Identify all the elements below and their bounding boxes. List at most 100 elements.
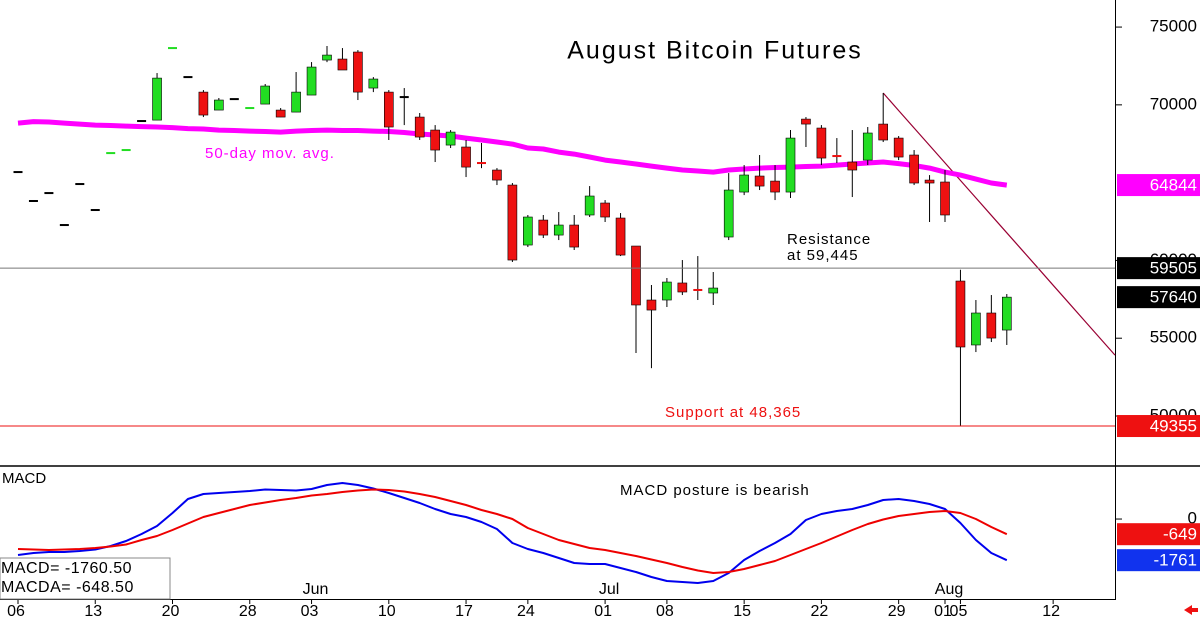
y-tick-label: 70000	[1150, 94, 1197, 113]
candle-body	[878, 123, 889, 141]
x-tick-label: 29	[888, 603, 906, 620]
price-label: 49355	[1150, 417, 1197, 436]
price-label-box	[1117, 549, 1200, 572]
candle-body	[677, 282, 688, 293]
price-label: -649	[1163, 525, 1197, 544]
series-label: 50-day mov. avg.	[205, 145, 335, 162]
series-line	[17, 119, 1008, 188]
readout-box	[0, 557, 171, 600]
candle-body	[971, 312, 981, 346]
month-label: Jun	[303, 581, 329, 598]
candle-body	[569, 224, 580, 248]
candle-body	[13, 171, 23, 174]
candle-body	[368, 78, 379, 89]
x-tick-label: 08	[656, 603, 674, 620]
candle-body	[832, 155, 842, 158]
candle-body	[646, 299, 657, 311]
candle-body	[924, 179, 935, 184]
candle-body	[106, 152, 116, 155]
panel-title: MACD	[2, 470, 46, 487]
price-label: -1761	[1154, 551, 1197, 570]
candle-body	[275, 109, 286, 118]
x-tick-label: 24	[517, 603, 535, 620]
candle-body	[322, 54, 332, 61]
x-tick-label: 06	[7, 603, 25, 620]
candle-body	[553, 224, 564, 236]
candle-body	[121, 149, 131, 152]
price-label: 64844	[1150, 176, 1197, 195]
candle-body	[723, 189, 734, 238]
candle-body	[662, 281, 672, 301]
x-tick-label: 12	[1042, 603, 1060, 620]
candle-body	[445, 131, 456, 146]
series-line	[17, 482, 1008, 584]
candle-body	[538, 219, 549, 236]
candle-body	[430, 129, 440, 151]
candle-body	[693, 288, 703, 291]
back-arrow-icon[interactable]	[1184, 605, 1198, 615]
candle-body	[414, 116, 425, 138]
y-tick-label: 55000	[1150, 328, 1197, 347]
candle-body	[770, 180, 780, 193]
candle-body	[306, 66, 317, 96]
candle-body	[260, 85, 271, 105]
candle-body	[955, 280, 966, 348]
candle-body	[291, 91, 301, 113]
candle-body	[739, 174, 749, 193]
candle-body	[708, 287, 719, 294]
candle-body	[183, 76, 193, 79]
candle-body	[461, 146, 471, 168]
candle-body	[754, 175, 765, 187]
x-tick-label: 10	[378, 603, 396, 620]
x-tick-label: 28	[239, 603, 257, 620]
candle-body	[90, 209, 100, 212]
series-line	[17, 488, 1008, 574]
price-label-box	[1117, 523, 1200, 546]
price-label: 59505	[1150, 259, 1197, 278]
candle-body	[507, 184, 518, 261]
chart-title: August Bitcoin Futures	[567, 37, 863, 65]
annotation: at 59,445	[787, 247, 859, 264]
x-tick-label: 17	[455, 603, 473, 620]
candle-body	[940, 181, 950, 216]
candle-body	[584, 195, 595, 216]
trendline	[882, 92, 1116, 356]
candle-body	[1001, 296, 1012, 331]
price-label: 57640	[1150, 288, 1197, 307]
x-tick-label: 22	[811, 603, 829, 620]
candle-body	[75, 183, 85, 186]
y-tick-label: 0	[1188, 509, 1197, 528]
price-label-box	[1117, 415, 1200, 438]
candle-body	[816, 127, 827, 159]
readout: MACDA= -648.50	[1, 579, 134, 596]
candle-body	[59, 224, 69, 227]
candle-body	[383, 91, 394, 128]
candle-body	[399, 96, 409, 99]
price-label-box	[1117, 286, 1200, 309]
month-label: Jul	[599, 581, 619, 598]
candle-body	[353, 51, 363, 93]
candle-body	[492, 169, 502, 181]
candle-body	[862, 132, 873, 161]
x-tick-label: 03	[301, 603, 319, 620]
candle-body	[523, 216, 533, 246]
candle-body	[986, 312, 997, 339]
x-tick-label: 20	[162, 603, 180, 620]
candle-body	[893, 137, 904, 158]
candle-body	[847, 161, 858, 171]
candle-body	[137, 120, 147, 123]
y-tick-label: 75000	[1150, 17, 1197, 36]
candle-body	[44, 192, 54, 195]
annotation: MACD posture is bearish	[620, 482, 810, 499]
annotation: Support at 48,365	[665, 404, 801, 421]
month-label: Aug	[935, 581, 963, 598]
annotation: Resistance	[787, 231, 871, 248]
candle-body	[785, 137, 796, 193]
candle-body	[600, 202, 610, 218]
candle-body	[28, 199, 38, 202]
x-tick-label: 05	[950, 603, 968, 620]
candle-body	[152, 77, 162, 121]
